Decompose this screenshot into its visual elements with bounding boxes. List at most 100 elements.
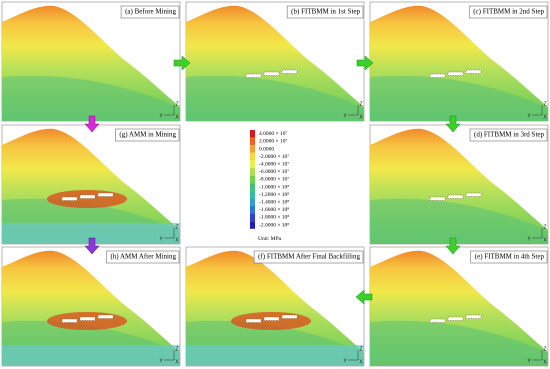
axis-label: Y <box>159 113 163 119</box>
axis-label: Z <box>543 346 546 352</box>
legend-swatch <box>250 160 255 168</box>
legend-label: 2.0000 × 10⁷ <box>259 139 287 145</box>
panel: (h) AMM After Mining Z Y X <box>1 246 181 367</box>
axis-label: X <box>175 237 179 243</box>
opening <box>429 196 446 201</box>
opening <box>61 318 78 323</box>
legend-swatch <box>250 213 255 222</box>
panel: (a) Before Mining Z Y X <box>1 1 181 122</box>
legend-label: -1.2000 × 10⁸ <box>259 192 289 198</box>
arrow-down <box>84 237 100 255</box>
opening <box>79 194 96 199</box>
legend-unit: Unit: MPa <box>258 236 282 242</box>
legend-label: -1.6000 × 10⁸ <box>259 207 289 213</box>
axis-label: X <box>543 359 547 365</box>
opening <box>447 194 464 199</box>
axis-label: X <box>175 114 179 120</box>
lower-zone <box>370 320 548 366</box>
opening <box>447 71 464 76</box>
panel-label: (b) FITBMM in 1st Step <box>291 8 360 16</box>
panel: (c) FITBMM in 2nd Step Z Y X <box>369 1 549 122</box>
legend-label: -2.0000 × 10⁷ <box>259 154 289 160</box>
legend-swatch <box>250 152 255 161</box>
axis-label: X <box>359 359 363 365</box>
panel-label: (c) FITBMM in 2nd Step <box>473 8 544 16</box>
opening <box>429 318 446 323</box>
opening <box>97 192 114 197</box>
legend-swatch <box>250 206 255 214</box>
arrows <box>84 55 461 305</box>
floor-zone <box>2 345 180 366</box>
legend-label: -1.8000 × 10⁸ <box>259 215 289 221</box>
axis-label: Z <box>359 101 362 107</box>
panel-label: (f) FITBMM After Final Backfilling <box>258 253 360 261</box>
axis-label: Y <box>159 358 163 364</box>
legend-label: -1.4000 × 10⁸ <box>259 199 289 205</box>
legend-swatch <box>250 175 255 184</box>
legend-label: 0.0000 <box>259 146 274 152</box>
legend-swatch <box>250 221 255 229</box>
label-box <box>115 128 180 142</box>
opening <box>245 73 262 78</box>
legend-label: -4.0000 × 10⁷ <box>259 161 289 167</box>
stress-zone <box>47 312 127 330</box>
opening <box>281 314 298 319</box>
legend-swatch <box>250 168 255 176</box>
arrow-down <box>84 115 100 133</box>
opening <box>429 73 446 78</box>
panel: (e) FITBMM in 4th Step Z Y X <box>369 246 549 367</box>
legend-swatch <box>250 190 255 199</box>
arrow-right <box>356 55 374 71</box>
axis-label: Y <box>527 236 531 242</box>
lower-zone <box>370 75 548 121</box>
panel-label: (g) AMM in Mining <box>119 131 176 139</box>
label-box <box>469 128 548 142</box>
panel: (b) FITBMM in 1st Step Z Y X <box>185 1 365 122</box>
axis-label: Y <box>343 358 347 364</box>
arrow-down <box>445 115 461 133</box>
axis-label: Z <box>175 101 178 107</box>
axis-label: Z <box>543 101 546 107</box>
opening <box>465 69 482 74</box>
label-box <box>253 250 364 264</box>
opening <box>465 314 482 319</box>
label-box <box>120 5 180 19</box>
legend-swatch <box>250 145 255 153</box>
legend-label: -2.0000 × 10⁸ <box>259 222 289 228</box>
legend-label: 4.0000 × 10⁷ <box>259 131 287 137</box>
arrow-down <box>445 237 461 255</box>
axis-label: Z <box>543 224 546 230</box>
axis-label: Z <box>359 346 362 352</box>
opening <box>263 71 280 76</box>
panel-label: (d) FITBMM in 3rd Step <box>474 131 545 139</box>
panel-label: (e) FITBMM in 4th Step <box>475 253 545 261</box>
legend-swatch <box>250 130 255 138</box>
lower-zone <box>2 75 180 121</box>
axis-label: X <box>543 237 547 243</box>
legend-label: -1.0000 × 10⁸ <box>259 184 289 190</box>
legend-swatch <box>250 183 255 191</box>
axis-label: Y <box>343 113 347 119</box>
opening <box>263 316 280 321</box>
opening <box>61 196 78 201</box>
arrow-left <box>355 289 373 305</box>
arrow-right <box>173 55 191 71</box>
opening <box>79 316 96 321</box>
opening <box>281 69 298 74</box>
floor-zone <box>2 223 180 244</box>
lower-zone <box>186 75 364 121</box>
axis-label: Y <box>527 358 531 364</box>
panel: (f) FITBMM After Final Backfilling Z Y X <box>185 246 365 367</box>
opening <box>465 192 482 197</box>
opening <box>447 316 464 321</box>
floor-zone <box>186 345 364 366</box>
opening <box>97 314 114 319</box>
axis-label: Z <box>175 224 178 230</box>
legend-swatch <box>250 198 255 206</box>
lower-zone <box>370 198 548 244</box>
stress-zone <box>47 190 127 208</box>
label-box <box>470 250 548 264</box>
